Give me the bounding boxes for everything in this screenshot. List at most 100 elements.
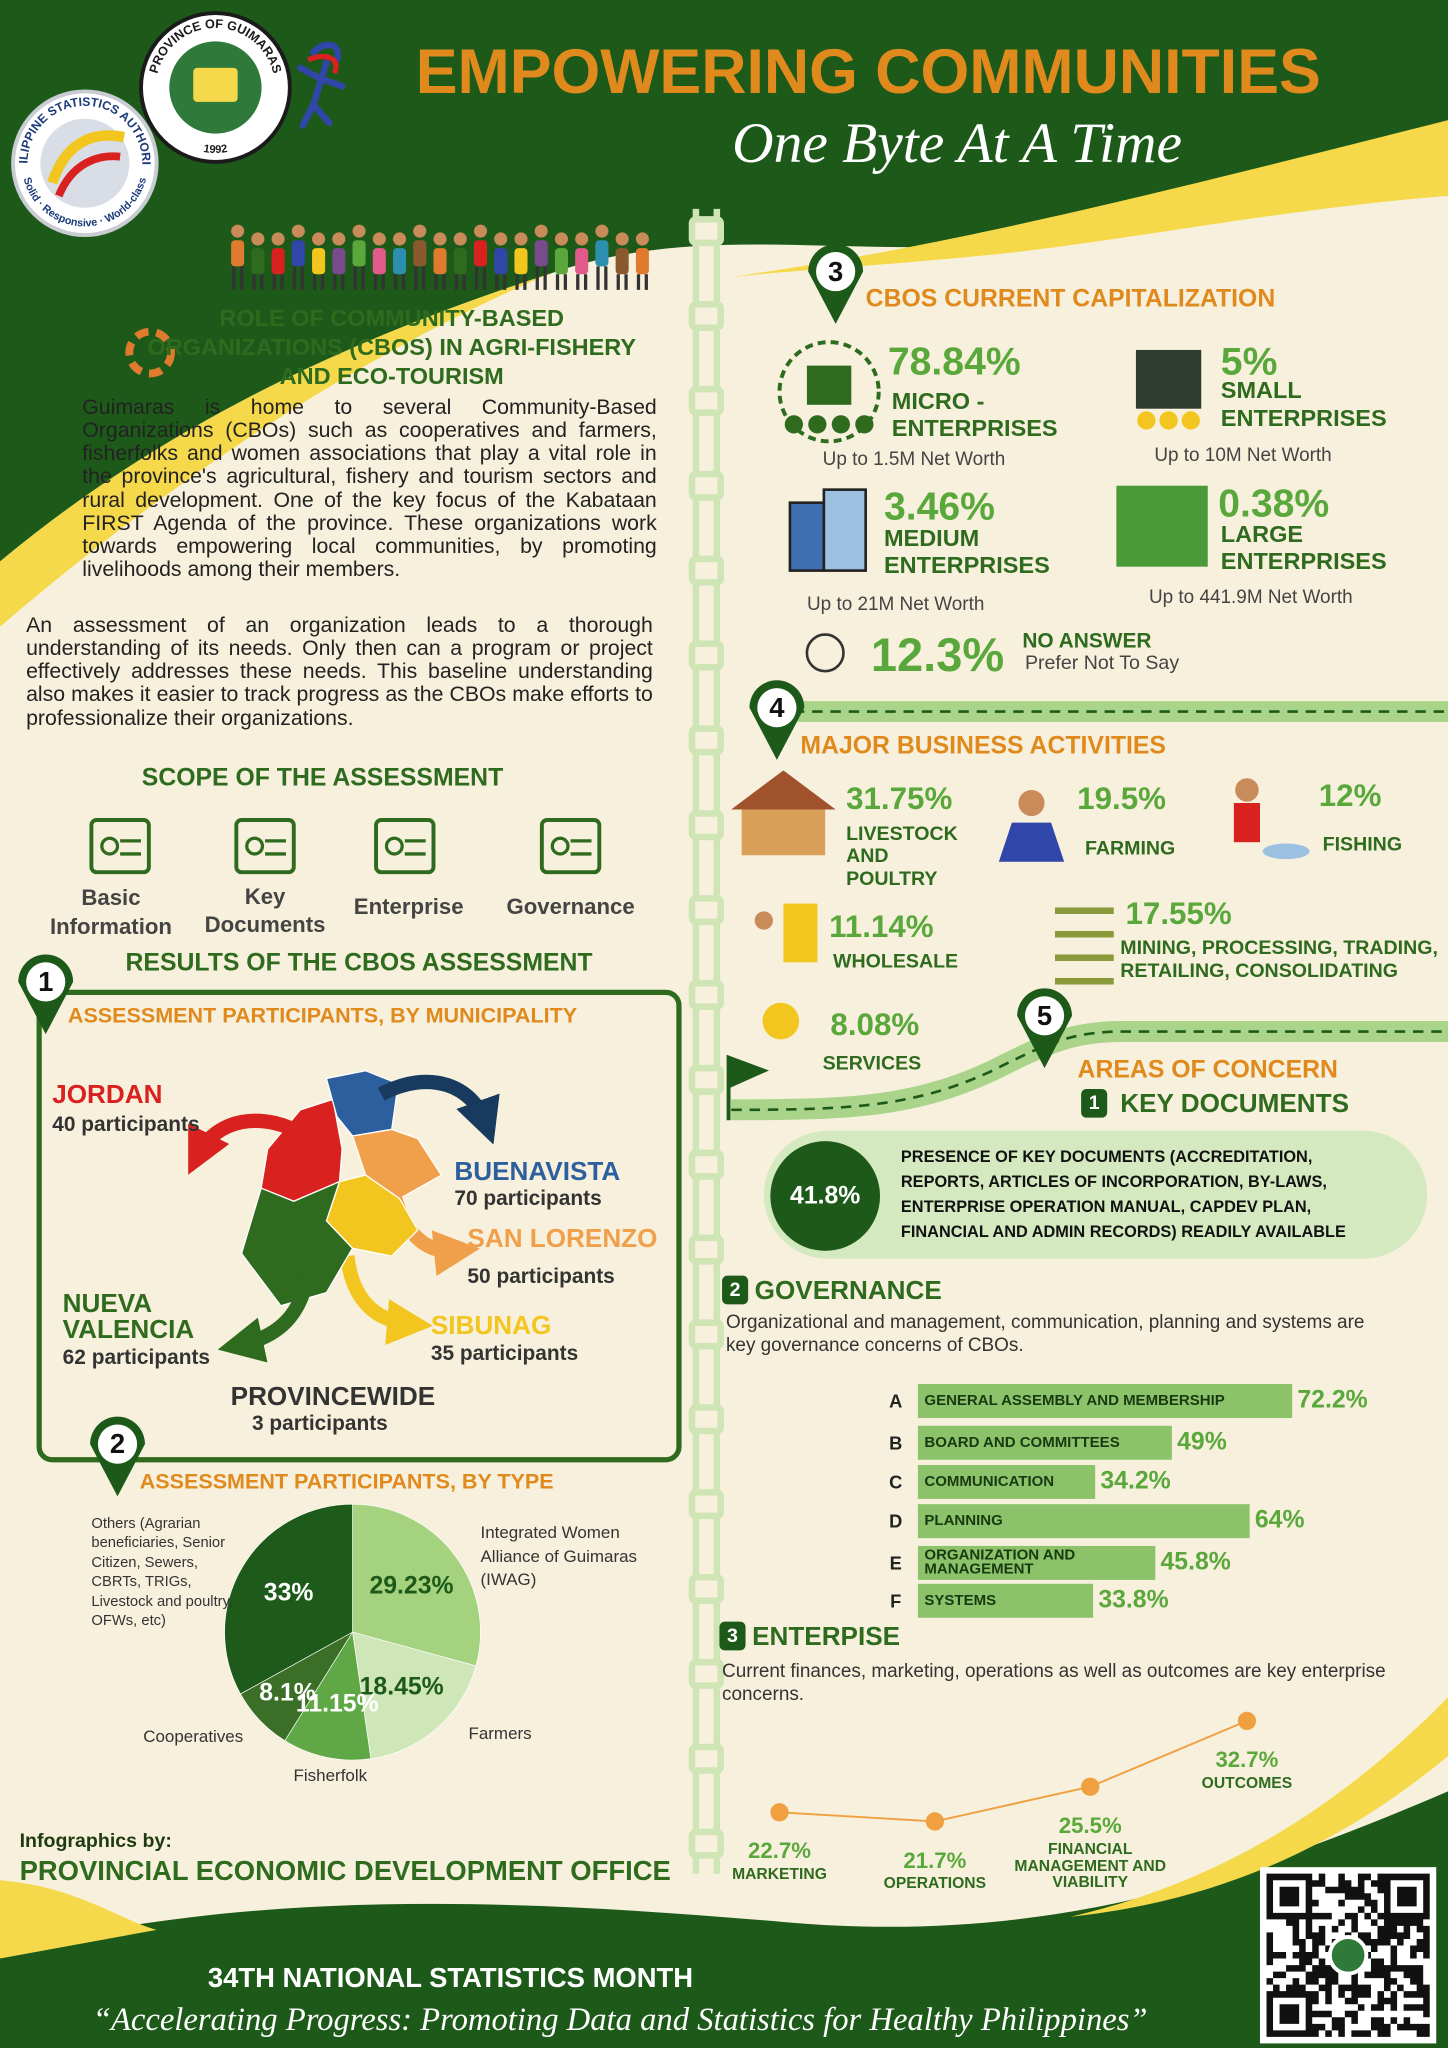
section-title: CBOS CURRENT CAPITALIZATION [865, 286, 1276, 314]
pin-number: 5 [1036, 1000, 1053, 1032]
person-body [332, 248, 346, 275]
pie-slice [224, 1503, 353, 1695]
scope-item: Key Documents [204, 883, 326, 938]
scope-icon [374, 818, 436, 875]
pie-slice [352, 1503, 481, 1667]
bar [917, 1504, 1250, 1539]
capitalization-note: Up to 21M Net Worth [807, 593, 985, 615]
person-head [433, 232, 447, 246]
scope-icon-detail [245, 836, 265, 856]
capitalization-label: MEDIUM ENTERPRISES [883, 524, 1050, 579]
capitalization-note: Up to 1.5M Net Worth [822, 448, 1006, 470]
activity-value: 17.55% [1125, 895, 1232, 931]
theme: “Accelerating Progress: Promoting Data a… [92, 2002, 1148, 2039]
person-body [231, 240, 245, 267]
bar-category-label: SYSTEMS [924, 1591, 997, 1609]
pin-center [1024, 996, 1065, 1036]
person-legs [252, 274, 264, 290]
person-head [332, 232, 346, 246]
section-title: RESULTS OF THE CBOS ASSESSMENT [125, 949, 593, 977]
line-value-label: 22.7% [748, 1838, 811, 1864]
ladder-step [688, 1574, 724, 1605]
icon [783, 903, 818, 963]
person-head [413, 224, 427, 238]
bar-letter: C [889, 1471, 903, 1493]
municipality-name: PROVINCEWIDE [230, 1380, 436, 1411]
footer-accent [0, 1880, 157, 1959]
bar-letter: D [889, 1510, 903, 1532]
bar-value-label: 45.8% [1160, 1548, 1231, 1576]
section-title: AREAS OF CONCERN [1077, 1056, 1338, 1084]
person-head [312, 232, 326, 246]
icon [1181, 411, 1200, 430]
pie-value-label: 29.23% [369, 1572, 454, 1600]
activity-value: 31.75% [846, 781, 953, 817]
person-body [372, 248, 386, 275]
municipality-participants: 62 participants [62, 1345, 211, 1369]
icon [806, 365, 852, 405]
icon [808, 415, 827, 434]
line-value-label: 21.7% [903, 1847, 967, 1873]
pie-value-label: 8.1% [259, 1679, 316, 1707]
capitalization-label: NO ANSWER [1022, 629, 1152, 653]
ladder-step [688, 1064, 724, 1095]
icon [1235, 778, 1259, 802]
capitalization-value: 12.3% [870, 628, 1005, 682]
person-head [514, 232, 528, 246]
seal-text-path: 1992 [203, 143, 228, 156]
bar [917, 1384, 1293, 1418]
ladder-step [688, 1828, 724, 1859]
ladder-step [688, 979, 724, 1010]
municipality-participants: 40 participants [52, 1113, 200, 1137]
person-head [534, 224, 548, 238]
municipality-participants: 50 participants [467, 1264, 615, 1288]
pin-center [816, 252, 856, 292]
bar-category-label: GENERAL ASSEMBLY AND MEMBERSHIP [924, 1391, 1225, 1409]
subsection-title: ENTERPISE [752, 1621, 901, 1652]
badge-number: 2 [729, 1278, 741, 1301]
line-point [1237, 1711, 1257, 1731]
pie-category-label: Fisherfolk [293, 1765, 368, 1785]
icon [1018, 789, 1045, 817]
pie-value-label: 18.45% [359, 1673, 444, 1701]
main-title: EMPOWERING COMMUNITIES [415, 36, 1321, 107]
activity-value: 11.14% [829, 909, 934, 945]
pin-center [97, 1424, 138, 1464]
line-category-label: OPERATIONS [883, 1875, 987, 1893]
ladder-step [688, 1404, 724, 1435]
scope-icon-detail [384, 836, 404, 856]
capitalization-note: Up to 441.9M Net Worth [1148, 587, 1353, 609]
person-head [615, 232, 629, 246]
icon [1135, 349, 1202, 409]
ladder-step [688, 300, 724, 332]
badge [719, 1621, 746, 1651]
icon [741, 809, 826, 856]
subsection-title: KEY DOCUMENTS [1120, 1088, 1349, 1119]
person-body [575, 248, 589, 275]
scope-item: Basic Information [49, 884, 172, 939]
icon [1233, 803, 1260, 843]
pie-category-label: Farmers [468, 1724, 532, 1744]
pin-center [26, 962, 66, 1002]
activity-label: FARMING [1085, 837, 1176, 860]
icon [1159, 411, 1178, 430]
person-body [534, 240, 548, 267]
person-head [271, 232, 285, 246]
scope-icon-detail [550, 836, 570, 856]
bar-letter: A [889, 1390, 903, 1412]
icon [762, 1002, 800, 1040]
pin-number: 3 [828, 255, 844, 287]
person-legs [232, 266, 244, 290]
pin-number: 1 [38, 966, 54, 998]
ladder-step [688, 1743, 724, 1774]
line-point [925, 1812, 945, 1831]
pie-category-label: Cooperatives [143, 1726, 244, 1746]
person-legs [596, 266, 608, 290]
icon [1262, 843, 1310, 860]
bar-category-label: PLANNING [924, 1511, 1003, 1529]
results-frame [36, 989, 682, 1463]
subtitle: One Byte At A Time [732, 111, 1183, 175]
line-value-label: 32.7% [1215, 1747, 1279, 1773]
